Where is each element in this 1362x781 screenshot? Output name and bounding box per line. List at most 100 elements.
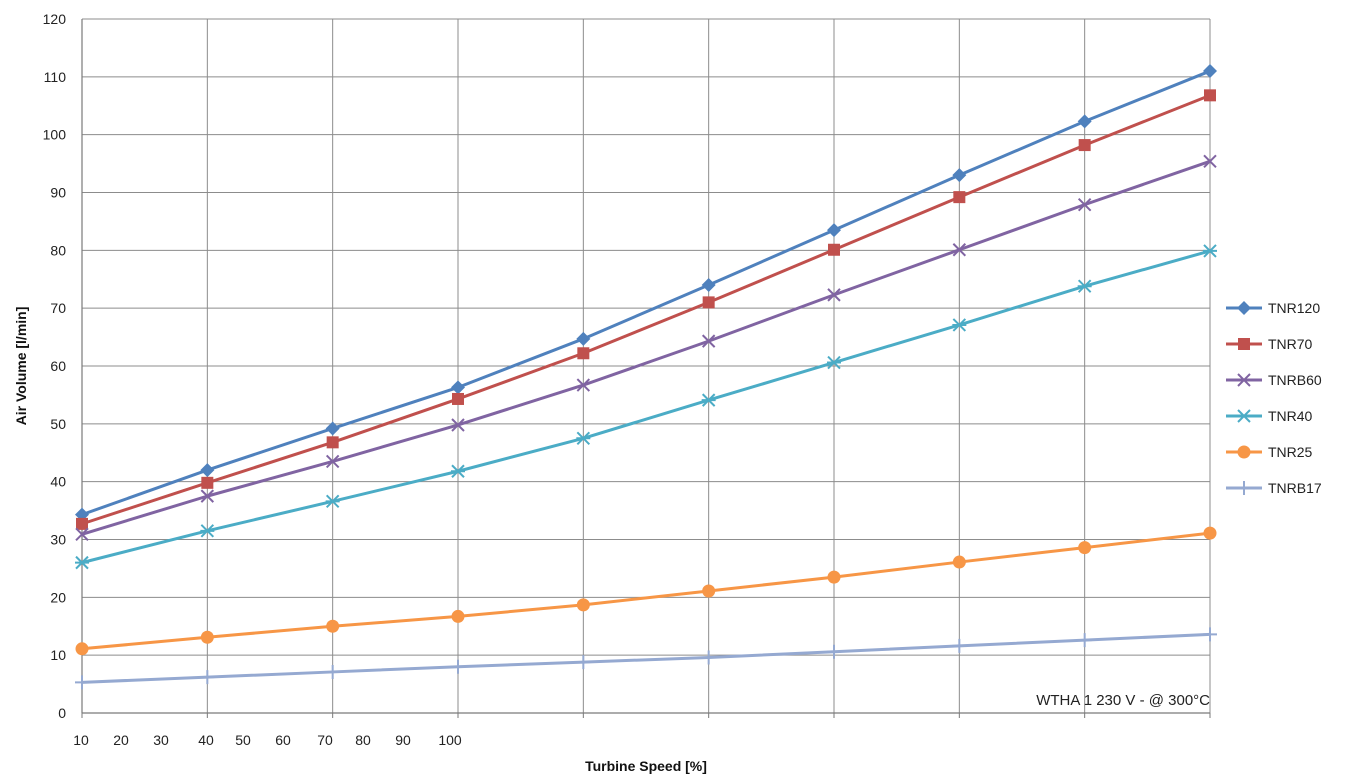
data-point-tnr25 xyxy=(75,642,89,656)
x-tick-label: 70 xyxy=(317,732,333,748)
x-tick-label: 80 xyxy=(355,732,371,748)
data-point-tnrb60 xyxy=(576,378,591,392)
data-point-tnrb17 xyxy=(75,675,89,690)
y-tick-label: 120 xyxy=(43,11,67,27)
legend-label: TNR70 xyxy=(1268,336,1313,352)
data-point-tnr120 xyxy=(1203,64,1217,79)
y-tick-label: 0 xyxy=(58,705,66,721)
data-point-tnr70 xyxy=(76,517,88,530)
data-point-tnr40 xyxy=(200,524,215,538)
data-point-tnr120 xyxy=(576,331,591,346)
data-point-tnrb17 xyxy=(451,659,465,674)
data-point-tnr70 xyxy=(702,296,715,309)
x-tick-label: 90 xyxy=(395,732,411,748)
series-tnr120 xyxy=(75,64,1217,522)
x-tick-label: 50 xyxy=(235,732,251,748)
series-tnrb60 xyxy=(75,154,1217,542)
series-line-tnr120 xyxy=(81,69,1211,517)
data-point-tnr70 xyxy=(953,191,966,204)
data-point-tnr25 xyxy=(200,630,214,644)
legend-label: TNRB60 xyxy=(1268,372,1322,388)
legend-item-tnr70: TNR70 xyxy=(1226,336,1313,352)
legend-marker xyxy=(1237,373,1251,387)
data-point-tnrb17 xyxy=(1077,633,1092,648)
data-point-tnr40 xyxy=(325,494,340,509)
series-line-tnr70 xyxy=(81,93,1211,526)
data-point-tnrb60 xyxy=(325,454,340,469)
data-point-tnr70 xyxy=(1078,139,1091,152)
data-point-tnr25 xyxy=(702,584,716,598)
data-point-tnr25 xyxy=(952,555,966,569)
x-tick-label: 20 xyxy=(113,732,129,748)
legend-label: TNR120 xyxy=(1268,300,1320,316)
data-point-tnrb17 xyxy=(1203,627,1217,642)
series-line-tnr25 xyxy=(81,531,1211,651)
data-point-tnrb60 xyxy=(1203,154,1217,168)
y-tick-label: 30 xyxy=(50,532,66,548)
data-point-tnrb60 xyxy=(701,334,716,348)
data-point-tnr25 xyxy=(1203,526,1217,540)
y-tick-label: 50 xyxy=(50,416,66,432)
legend: TNR120 TNR70 TNRB60 TNR40 TNR25 TNRB17 xyxy=(1226,300,1322,496)
data-point-tnr70 xyxy=(326,436,339,449)
y-tick-label: 70 xyxy=(50,300,66,316)
legend-marker xyxy=(1237,445,1251,459)
y-tick-label: 40 xyxy=(50,474,66,490)
data-point-tnr25 xyxy=(326,619,340,633)
data-point-tnr70 xyxy=(1204,89,1216,102)
legend-marker xyxy=(1237,409,1251,423)
legend-marker xyxy=(1237,301,1251,315)
y-tick-label: 60 xyxy=(50,358,66,374)
series-tnr25 xyxy=(75,526,1217,656)
x-axis-title: Turbine Speed [%] xyxy=(585,758,707,774)
data-point-tnr70 xyxy=(201,476,214,489)
x-tick-label: 30 xyxy=(153,732,169,748)
data-point-tnr40 xyxy=(75,555,89,570)
x-tick-label: 100 xyxy=(438,732,462,748)
data-point-tnr40 xyxy=(827,355,841,370)
data-point-tnrb17 xyxy=(200,670,215,685)
y-tick-label: 110 xyxy=(44,69,67,85)
data-point-tnr120 xyxy=(701,278,716,293)
data-point-tnrb17 xyxy=(325,664,340,679)
data-point-tnr120 xyxy=(1077,114,1092,129)
legend-item-tnrb17: TNRB17 xyxy=(1226,480,1322,496)
data-point-tnr70 xyxy=(828,243,840,256)
y-tick-label: 20 xyxy=(50,589,66,605)
data-point-tnr120 xyxy=(451,380,465,395)
data-point-tnrb60 xyxy=(827,288,841,302)
data-point-tnr25 xyxy=(451,609,465,623)
y-tick-label: 80 xyxy=(50,242,66,258)
y-axis-title: Air Volume [l/min] xyxy=(13,307,29,426)
series-tnr70 xyxy=(76,89,1216,530)
data-point-tnrb17 xyxy=(576,655,591,670)
data-point-tnr25 xyxy=(827,570,841,584)
data-point-tnrb60 xyxy=(451,418,465,432)
data-point-tnrb17 xyxy=(701,650,716,665)
data-point-tnrb60 xyxy=(1077,197,1092,212)
data-point-tnrb60 xyxy=(952,243,967,257)
series-line-tnrb17 xyxy=(81,632,1211,684)
data-point-tnr120 xyxy=(952,168,967,183)
legend-item-tnr40: TNR40 xyxy=(1226,408,1313,424)
data-point-tnrb17 xyxy=(827,644,841,659)
legend-marker xyxy=(1237,481,1251,495)
data-point-tnrb17 xyxy=(952,638,967,653)
data-point-tnr25 xyxy=(1078,541,1092,555)
x-tick-label: 40 xyxy=(198,732,214,748)
y-tick-label: 90 xyxy=(50,185,66,201)
data-point-tnr120 xyxy=(827,223,841,238)
data-point-tnr40 xyxy=(952,318,967,332)
legend-item-tnrb60: TNRB60 xyxy=(1226,372,1322,388)
series-tnrb17 xyxy=(75,627,1217,690)
axes: 0 10 20 30 40 50 60 70 80 90 100 110 120 10 20 30 40 50 60… xyxy=(43,11,1211,748)
series-line-tnrb60 xyxy=(81,159,1211,536)
legend-marker xyxy=(1238,338,1250,350)
series-line-tnr40 xyxy=(81,249,1211,565)
data-point-tnr40 xyxy=(1077,279,1092,293)
legend-label: TNR40 xyxy=(1268,408,1313,424)
series xyxy=(75,64,1217,690)
y-tick-label: 10 xyxy=(50,647,66,663)
